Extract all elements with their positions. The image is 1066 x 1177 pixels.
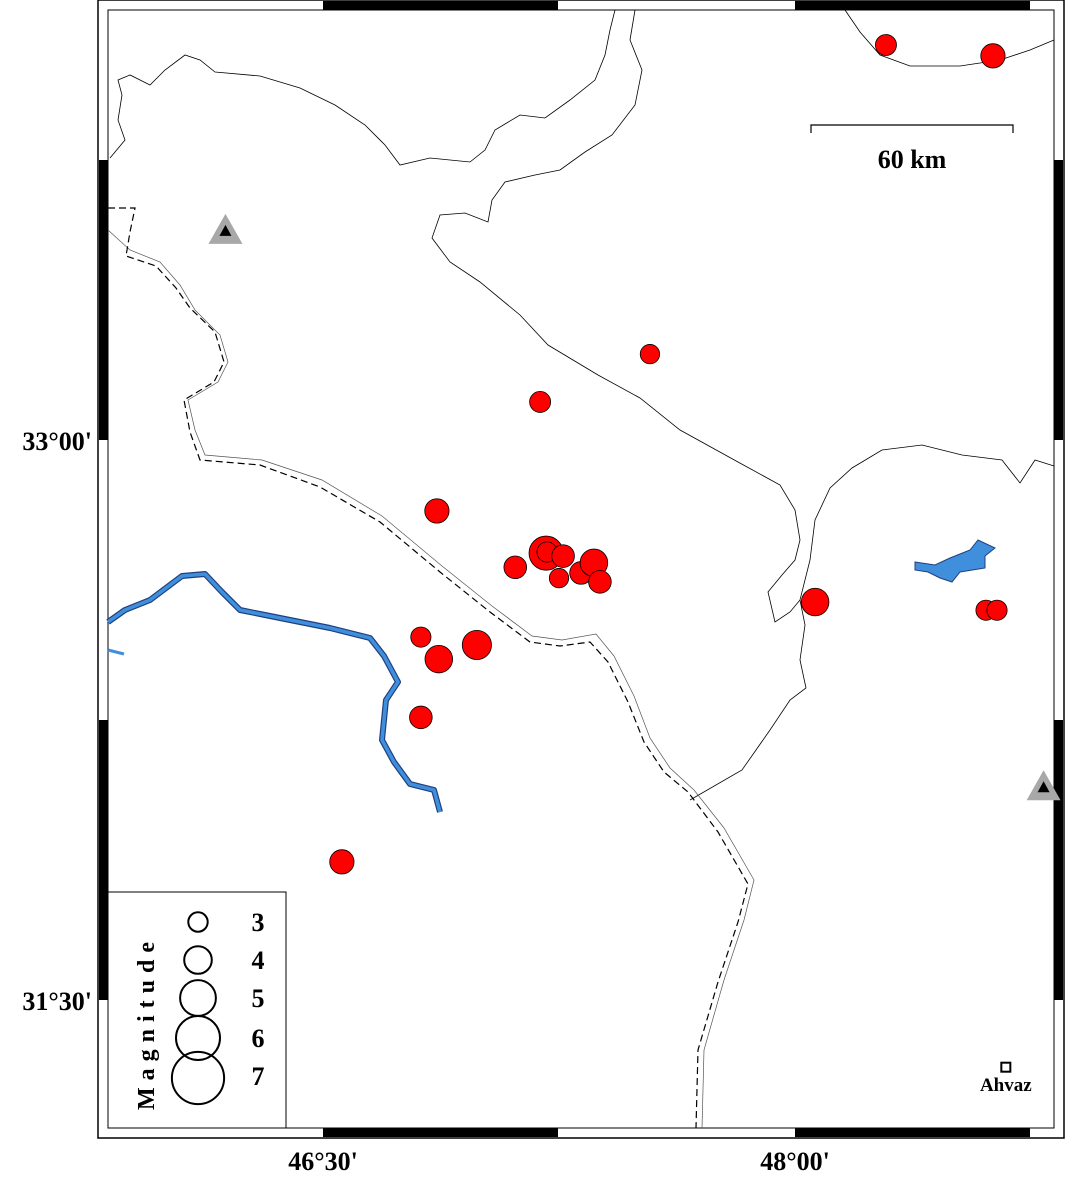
earthquake-event (424, 644, 453, 674)
city-marker (1000, 1061, 1012, 1073)
earthquake-event (800, 587, 830, 617)
earthquake-event (424, 498, 450, 524)
y-tick-label: 33°00' (22, 427, 92, 456)
outer-frame (97, 0, 1065, 1139)
legend-circle (187, 911, 209, 933)
earthquake-event (409, 705, 433, 730)
station-triangle-icon (208, 213, 243, 244)
earthquake-event (551, 544, 575, 568)
inner-frame (107, 9, 1055, 1129)
earthquake-event (639, 344, 661, 365)
earthquake-event (980, 43, 1006, 69)
x-tick-label: 46°30' (288, 1147, 358, 1176)
legend-circle (183, 945, 213, 975)
legend-label: 7 (252, 1062, 265, 1091)
legend-label: 4 (252, 946, 265, 975)
frame-ticks (99, 1, 1063, 1137)
province-borders (109, 9, 1055, 801)
station-triangle-icon (1026, 770, 1061, 801)
legend-label: 3 (252, 908, 265, 937)
lake (914, 539, 996, 583)
earthquake-event (503, 555, 528, 580)
river (106, 539, 996, 813)
legend-circle (170, 1050, 226, 1106)
earthquake-event (548, 568, 570, 589)
earthquake-event (986, 599, 1008, 621)
earthquake-event (461, 629, 492, 660)
legend-label: 5 (252, 984, 265, 1013)
earthquake-event (329, 849, 355, 875)
magnitude-legend: Magnitude 3 4 5 6 7 (107, 891, 287, 1129)
legend-circle (175, 1015, 221, 1061)
scale-bar: 60 km (810, 124, 1014, 174)
city-label-ahvaz: Ahvaz (980, 1075, 1032, 1096)
international-border (107, 207, 755, 1129)
legend-title: Magnitude (134, 935, 160, 1110)
legend-label: 6 (252, 1024, 265, 1053)
seismic-stations (208, 213, 1061, 801)
y-tick-label: 31°30' (22, 987, 92, 1016)
earthquake-event (875, 34, 897, 56)
earthquake-event (588, 570, 612, 594)
x-tick-label: 48°00' (760, 1147, 830, 1176)
scale-bar-label: 60 km (878, 145, 947, 174)
earthquake-events (329, 34, 1008, 875)
earthquake-event (529, 391, 552, 413)
earthquake-event (410, 626, 432, 648)
